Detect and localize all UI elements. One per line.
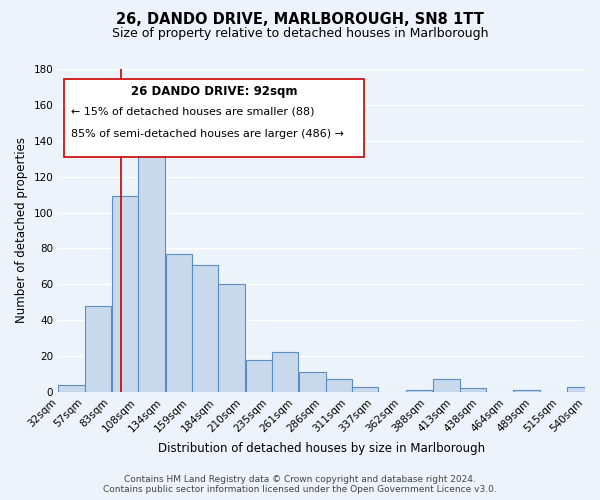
Text: ← 15% of detached houses are smaller (88): ← 15% of detached houses are smaller (88…: [71, 107, 315, 117]
Bar: [352, 386, 379, 392]
Bar: [166, 254, 192, 392]
Bar: [192, 264, 218, 392]
Bar: [138, 150, 164, 392]
Bar: [112, 196, 138, 392]
Text: 26, DANDO DRIVE, MARLBOROUGH, SN8 1TT: 26, DANDO DRIVE, MARLBOROUGH, SN8 1TT: [116, 12, 484, 28]
Bar: [272, 352, 298, 392]
Bar: [85, 306, 111, 392]
Bar: [460, 388, 486, 392]
Text: Contains public sector information licensed under the Open Government Licence v3: Contains public sector information licen…: [103, 485, 497, 494]
X-axis label: Distribution of detached houses by size in Marlborough: Distribution of detached houses by size …: [158, 442, 485, 455]
Text: 85% of semi-detached houses are larger (486) →: 85% of semi-detached houses are larger (…: [71, 129, 344, 139]
Bar: [246, 360, 272, 392]
Bar: [218, 284, 245, 392]
Bar: [58, 385, 85, 392]
Bar: [406, 390, 432, 392]
Text: Contains HM Land Registry data © Crown copyright and database right 2024.: Contains HM Land Registry data © Crown c…: [124, 475, 476, 484]
Text: 26 DANDO DRIVE: 92sqm: 26 DANDO DRIVE: 92sqm: [131, 85, 298, 98]
Bar: [299, 372, 326, 392]
Text: Size of property relative to detached houses in Marlborough: Size of property relative to detached ho…: [112, 28, 488, 40]
Bar: [567, 386, 593, 392]
Bar: [433, 380, 460, 392]
Bar: [326, 380, 352, 392]
Y-axis label: Number of detached properties: Number of detached properties: [15, 138, 28, 324]
Bar: [514, 390, 539, 392]
